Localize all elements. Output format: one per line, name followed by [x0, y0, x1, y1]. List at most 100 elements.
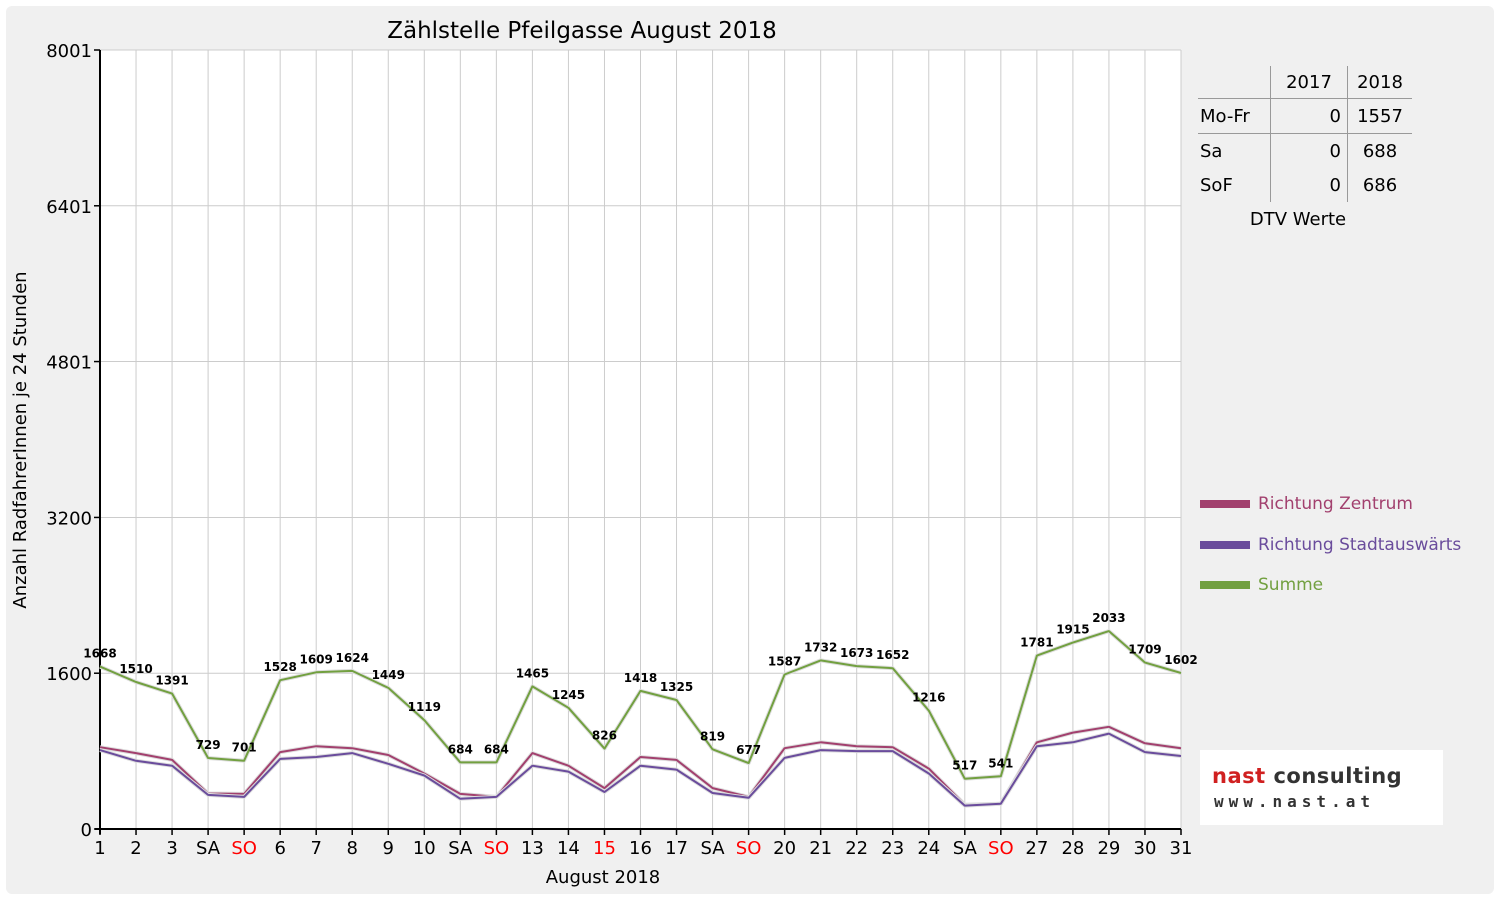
data-label: 1915 — [1056, 623, 1089, 637]
logo-url: www.nast.at — [1214, 792, 1375, 811]
axes — [95, 50, 1181, 834]
data-label: 1510 — [119, 662, 152, 676]
x-tick-label: 13 — [521, 838, 544, 859]
data-label: 701 — [232, 741, 257, 755]
data-label: 1465 — [516, 666, 549, 680]
data-label: 1609 — [299, 652, 332, 666]
data-label: 684 — [484, 742, 509, 756]
x-tick-label: 7 — [310, 838, 321, 859]
data-label: 677 — [736, 743, 761, 757]
x-tick-label: 16 — [629, 838, 652, 859]
y-tick-label: 6401 — [46, 197, 92, 218]
dtv-value-2018: 1557 — [1347, 98, 1412, 134]
dtv-value-2018: 688 — [1362, 140, 1398, 162]
x-tick-label: 3 — [166, 838, 177, 859]
x-tick-label: 30 — [1134, 838, 1157, 859]
data-label: 1624 — [336, 651, 369, 665]
dtv-value-2017: 0 — [1270, 133, 1348, 168]
x-tick-label: SO — [988, 838, 1014, 859]
data-label: 1668 — [83, 647, 116, 661]
data-label: 819 — [700, 729, 725, 743]
data-label: 1216 — [912, 691, 945, 705]
dtv-value-2018: 686 — [1362, 174, 1398, 196]
y-tick-label: 1600 — [46, 664, 92, 685]
x-tick-label: 17 — [665, 838, 688, 859]
dtv-row-label: Mo-Fr — [1198, 98, 1271, 134]
logo-name: nast consulting — [1212, 764, 1403, 788]
x-tick-label: SO — [736, 838, 762, 859]
legend-label: Richtung Zentrum — [1258, 494, 1413, 514]
x-tick-label: 28 — [1061, 838, 1084, 859]
x-tick-label: 27 — [1025, 838, 1048, 859]
grid — [100, 49, 1182, 829]
series-line — [99, 732, 1182, 807]
x-tick-label: 8 — [347, 838, 358, 859]
dtv-row-label: Sa — [1198, 133, 1271, 168]
x-tick-label: SA — [701, 838, 726, 859]
data-label: 1449 — [372, 668, 405, 682]
data-label: 1709 — [1128, 643, 1161, 657]
dtv-row-label: SoF — [1198, 168, 1271, 202]
x-ticks: 1 2 3 SA SO 6 7 8 9 10 SA SO 13 14 15 16 17 SA SO 20 21 22 23 2… — [94, 829, 1192, 859]
x-tick-label: 20 — [773, 838, 796, 859]
x-tick-label: 31 — [1170, 838, 1193, 859]
data-label: 826 — [592, 729, 617, 743]
data-label: 1602 — [1164, 653, 1197, 667]
legend-item-stadtauswaerts: Richtung Stadtauswärts — [1200, 534, 1461, 556]
data-label: 1652 — [876, 648, 909, 662]
x-tick-label: 14 — [557, 838, 580, 859]
y-ticks: 0 1600 3200 4801 6401 8001 — [46, 41, 100, 841]
y-tick-label: 0 — [81, 820, 92, 841]
x-tick-label: 23 — [881, 838, 904, 859]
dtv-value-2017: 0 — [1270, 98, 1348, 134]
x-tick-label: SA — [448, 838, 473, 859]
data-label: 1781 — [1020, 636, 1053, 650]
legend-label: Summe — [1258, 575, 1324, 595]
x-tick-label: 15 — [593, 838, 616, 859]
x-tick-label: SO — [231, 838, 257, 859]
data-label: 541 — [988, 756, 1013, 770]
x-tick-label: 29 — [1097, 838, 1120, 859]
x-tick-label: 9 — [383, 838, 394, 859]
dtv-value-2017: 0 — [1270, 168, 1348, 202]
dtv-col-2018: 2018 — [1347, 66, 1412, 99]
series-line — [99, 630, 1182, 780]
company-logo: nast consulting www.nast.at — [1200, 750, 1443, 825]
x-tick-label: SO — [484, 838, 510, 859]
y-tick-label: 3200 — [46, 508, 92, 529]
x-tick-label: 22 — [845, 838, 868, 859]
data-label: 1245 — [552, 688, 585, 702]
data-label: 2033 — [1092, 611, 1125, 625]
x-tick-label: SA — [953, 838, 978, 859]
legend-swatch — [1200, 500, 1250, 508]
x-tick-label: SA — [196, 838, 221, 859]
data-label: 1325 — [660, 680, 693, 694]
data-label: 1732 — [804, 640, 837, 654]
x-tick-label: 10 — [413, 838, 436, 859]
data-label: 1391 — [155, 674, 188, 688]
legend-item-summe: Summe — [1200, 574, 1323, 596]
dtv-col-2017: 2017 — [1270, 66, 1348, 99]
x-tick-label: 21 — [809, 838, 832, 859]
y-axis-label: Anzahl RadfahrerInnen je 24 Stunden — [10, 271, 31, 608]
dtv-title: DTV Werte — [1249, 209, 1347, 230]
x-tick-label: 24 — [917, 838, 940, 859]
data-label: 1119 — [408, 700, 441, 714]
dtv-table: 2017 2018 Mo-Fr 0 1557 Sa 0 688 SoF 0 68… — [1198, 66, 1412, 202]
data-label: 1528 — [263, 660, 296, 674]
x-tick-label: 1 — [94, 838, 105, 859]
legend-item-zentrum: Richtung Zentrum — [1200, 493, 1413, 515]
y-tick-label: 8001 — [46, 41, 92, 62]
dtv-header-empty — [1198, 66, 1271, 99]
data-label: 729 — [196, 738, 221, 752]
data-label: 1587 — [768, 654, 801, 668]
legend-label: Richtung Stadtauswärts — [1258, 535, 1462, 555]
data-label: 517 — [952, 759, 977, 773]
data-label: 684 — [448, 742, 473, 756]
data-label: 1418 — [624, 671, 657, 685]
legend-swatch — [1200, 541, 1250, 549]
x-tick-label: 2 — [130, 838, 141, 859]
series-lines — [99, 629, 1182, 808]
